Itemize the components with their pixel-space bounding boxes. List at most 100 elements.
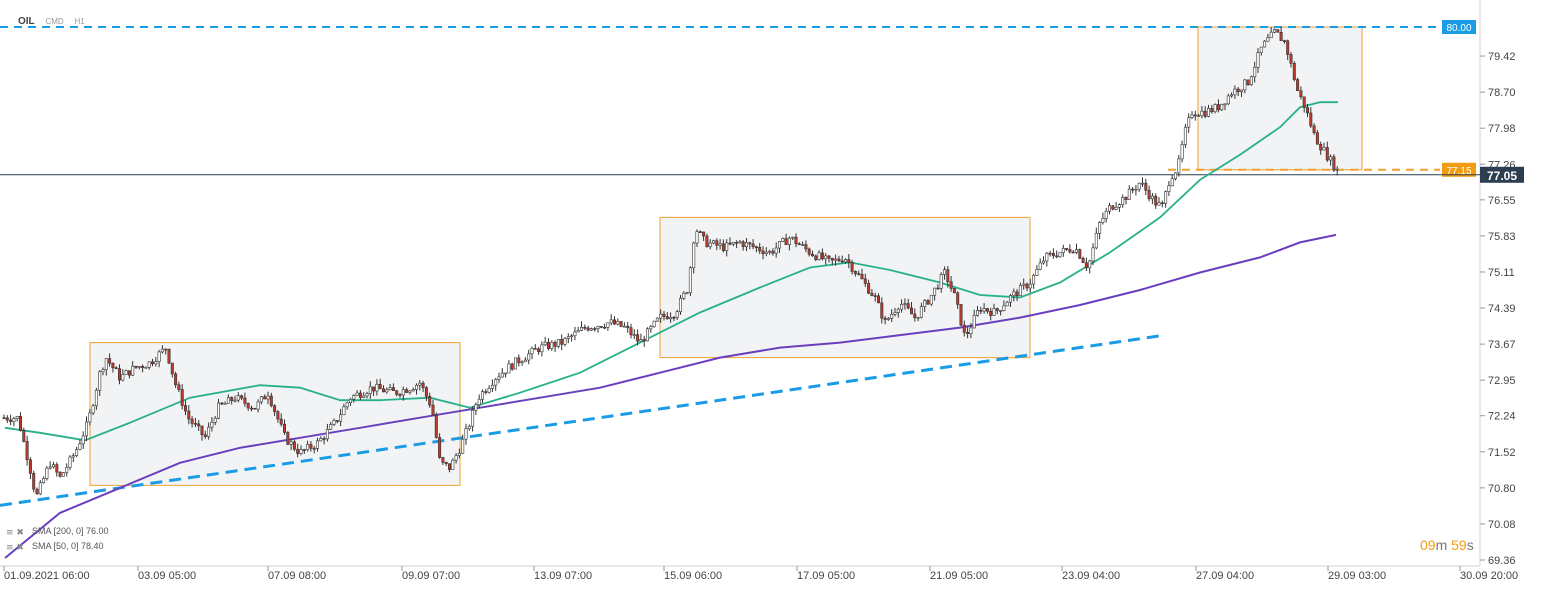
candle-up	[1177, 158, 1181, 174]
candle-up	[606, 322, 610, 328]
candle-up	[1170, 178, 1174, 187]
candle-up	[659, 313, 663, 319]
candle-up	[1032, 275, 1036, 285]
candle-down	[510, 363, 514, 370]
candle-up	[352, 395, 356, 400]
candle-up	[589, 328, 593, 331]
candle-down	[263, 396, 267, 400]
candle-up	[1256, 52, 1260, 68]
candle-down	[1299, 90, 1303, 98]
candle-down	[906, 303, 910, 309]
candle-up	[609, 319, 613, 324]
candle-up	[711, 240, 715, 244]
candle-down	[134, 365, 138, 368]
timeframe-label[interactable]: H1	[74, 17, 85, 26]
candle-up	[923, 300, 927, 307]
candle-down	[170, 362, 174, 375]
candle-down	[946, 269, 950, 283]
candle-up	[718, 243, 722, 246]
candle-down	[1078, 249, 1082, 259]
candle-down	[114, 367, 118, 370]
timer-s: s	[1466, 537, 1474, 553]
candle-down	[309, 444, 313, 449]
candle-down	[279, 418, 283, 425]
x-tick-label: 09.09 07:00	[402, 570, 460, 582]
legend-sma200[interactable]: SMA [200, 0] 76.00	[32, 526, 109, 536]
resistance-price-tag	[1442, 20, 1476, 35]
candle-down	[55, 464, 59, 473]
timer-seconds: 59	[1451, 537, 1467, 553]
candle-up	[1335, 168, 1339, 171]
candle-down	[979, 310, 983, 312]
symbol-name: OIL	[18, 16, 35, 27]
candle-up	[1075, 249, 1079, 253]
support-trendline	[0, 333, 1166, 507]
y-tick-label: 72.95	[1488, 375, 1516, 387]
candle-down	[18, 416, 22, 431]
candle-down	[952, 288, 956, 294]
candle-up	[1259, 46, 1263, 53]
current-price-tag	[1480, 166, 1524, 183]
candle-up	[678, 298, 682, 313]
candle-down	[151, 361, 155, 365]
candle-up	[1008, 295, 1012, 303]
candle-up	[764, 251, 768, 255]
candle-up	[1061, 248, 1065, 253]
candle-down	[1309, 112, 1313, 127]
candle-down	[127, 370, 131, 376]
candle-down	[312, 447, 316, 450]
candle-up	[236, 395, 240, 401]
candle-up	[893, 312, 897, 315]
x-tick-label: 17.09 05:00	[797, 570, 855, 582]
candle-down	[754, 246, 758, 249]
timer-minutes: 09	[1420, 537, 1436, 553]
candle-down	[1015, 291, 1019, 297]
candle-up	[543, 341, 547, 346]
level-price-label: 77.15	[1446, 166, 1471, 177]
candle-down	[1071, 251, 1075, 254]
candle-up	[299, 449, 303, 454]
candle-down	[1302, 96, 1306, 108]
candle-down	[586, 327, 590, 331]
candle-up	[919, 306, 923, 318]
candle-up	[1005, 301, 1009, 307]
candle-up	[71, 455, 75, 458]
candle-up	[817, 252, 821, 260]
candle-up	[1174, 172, 1178, 180]
candle-up	[226, 397, 230, 404]
x-tick-label: 30.09 20:00	[1460, 570, 1518, 582]
y-tick-label: 73.67	[1488, 339, 1516, 351]
x-tick-label: 21.09 05:00	[930, 570, 988, 582]
candle-down	[820, 252, 824, 260]
symbol-label[interactable]: OIL CMD H1	[18, 16, 85, 27]
candle-up	[101, 369, 105, 373]
candle-up	[675, 311, 679, 318]
candle-timer: 09m 59s	[1420, 537, 1474, 553]
legend-sma50[interactable]: SMA [50, 0] 78.40	[32, 541, 104, 551]
candle-down	[187, 410, 191, 420]
candle-down	[220, 402, 224, 405]
candle-down	[111, 362, 115, 369]
candle-up	[1253, 67, 1257, 78]
candle-up	[1157, 202, 1161, 206]
candle-down	[1282, 40, 1286, 42]
candle-up	[289, 441, 293, 445]
candle-down	[108, 358, 112, 364]
y-tick-label: 75.11	[1488, 267, 1515, 279]
candle-down	[1319, 144, 1323, 151]
candle-up	[342, 406, 346, 416]
candle-up	[38, 482, 42, 495]
y-tick-label: 72.24	[1488, 411, 1516, 423]
candle-up	[61, 472, 65, 477]
candle-down	[441, 457, 445, 463]
candle-up	[639, 339, 643, 342]
candle-up	[325, 429, 329, 440]
candle-down	[1144, 182, 1148, 191]
candle-up	[15, 416, 19, 419]
candle-down	[184, 405, 188, 412]
candle-down	[876, 295, 880, 304]
candle-down	[1236, 88, 1240, 93]
candle-down	[810, 253, 814, 257]
candle-up	[207, 426, 211, 437]
